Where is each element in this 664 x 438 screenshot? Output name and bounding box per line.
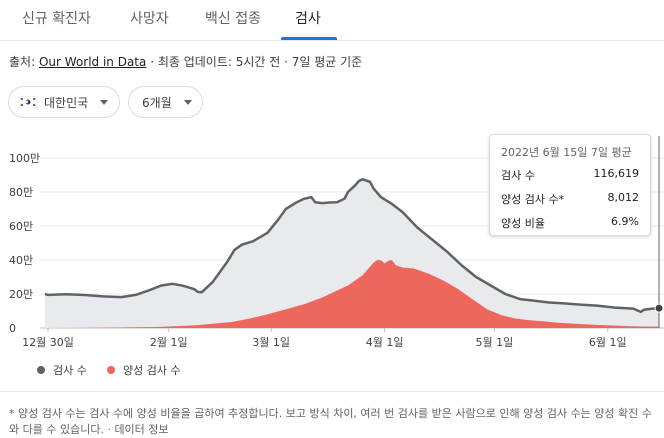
source-line: 출처: Our World in Data · 최종 업데이트: 5시간 전 ·…	[9, 53, 362, 70]
period-select-label: 6개월	[142, 95, 172, 110]
y-axis-labels: 100만 80만 60만 40만 20만 0	[9, 152, 40, 335]
legend-label: 검사 수	[53, 364, 87, 377]
y-tick-label: 60만	[9, 220, 33, 233]
legend-item-positive: 양성 검사 수	[107, 362, 181, 378]
source-prefix: 출처:	[9, 55, 39, 69]
divider	[0, 391, 664, 392]
chevron-down-icon	[183, 99, 192, 105]
y-tick-label: 0	[9, 322, 16, 335]
tooltip-label: 검사 수	[501, 169, 535, 182]
active-tab-indicator	[281, 37, 337, 40]
tab-deaths[interactable]: 사망자	[130, 11, 169, 27]
region-select[interactable]: 대한민국	[8, 86, 120, 118]
tooltip-label: 양성 비율	[501, 217, 545, 230]
source-update-info: · 최종 업데이트: 5시간 전 · 7일 평균 기준	[146, 55, 363, 69]
y-tick-label: 100만	[9, 152, 40, 165]
tooltip-label: 양성 검사 수*	[501, 193, 565, 206]
legend-item-tests: 검사 수	[37, 362, 87, 378]
period-select[interactable]: 6개월	[128, 86, 203, 118]
y-tick-label: 40만	[9, 254, 33, 267]
tab-vaccinations[interactable]: 백신 접종	[205, 11, 261, 27]
legend-label: 양성 검사 수	[123, 364, 181, 377]
south-korea-flag-icon	[19, 96, 37, 108]
tests-area	[45, 179, 659, 328]
tab-tests[interactable]: 검사	[295, 11, 321, 27]
legend-dot-icon	[37, 366, 45, 374]
tab-bar: 신규 확진자 사망자 백신 접종 검사	[0, 0, 664, 41]
positive-tests-area	[45, 260, 659, 328]
x-tick-label: 5월 1일	[475, 335, 513, 349]
y-tick-label: 20만	[9, 288, 33, 301]
tooltip-row-positive: 양성 검사 수* 8,012	[501, 191, 639, 207]
x-tick-label: 6월 1일	[589, 335, 627, 349]
footnote-text: * 양성 검사 수는 검사 수에 양성 비율을 곱하여 추정합니다. 보고 방식…	[9, 407, 652, 436]
x-tick-label: 2월 1일	[150, 335, 188, 349]
data-info-link[interactable]: 데이터 정보	[114, 423, 169, 436]
x-tick-label: 12월 30일	[22, 335, 74, 349]
tooltip-row-tests: 검사 수 116,619	[501, 167, 639, 183]
x-axis-labels: 12월 30일 2월 1일 3월 1일 4월 1일 5월 1일 6월 1일	[22, 328, 627, 349]
tooltip-value: 116,619	[593, 167, 640, 180]
tooltip-row-rate: 양성 비율 6.9%	[501, 215, 639, 231]
x-tick-label: 3월 1일	[252, 335, 290, 349]
chart-tooltip: 2022년 6월 15일 7일 평균 검사 수 116,619 양성 검사 수*…	[489, 134, 651, 236]
hover-point[interactable]	[654, 303, 664, 313]
y-tick-label: 80만	[9, 186, 33, 199]
x-tick-label: 4월 1일	[366, 335, 404, 349]
tests-line	[44, 178, 660, 314]
tooltip-value: 6.9%	[611, 215, 639, 228]
legend-dot-icon	[107, 366, 115, 374]
tab-new-cases[interactable]: 신규 확진자	[22, 11, 91, 27]
chevron-down-icon	[100, 99, 109, 105]
tooltip-value: 8,012	[607, 191, 640, 204]
source-link[interactable]: Our World in Data	[38, 55, 147, 69]
region-select-label: 대한민국	[44, 95, 89, 110]
tooltip-date: 2022년 6월 15일 7일 평균	[501, 146, 632, 159]
footnote: * 양성 검사 수는 검사 수에 양성 비율을 곱하여 추정합니다. 보고 방식…	[9, 406, 657, 438]
